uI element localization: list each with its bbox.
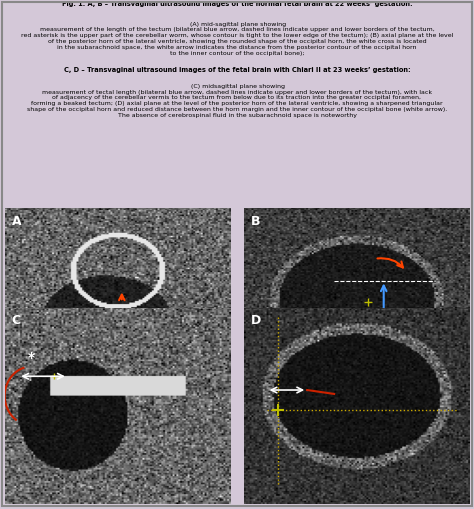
Text: *: * <box>28 350 36 364</box>
Text: (C) midsagittal plane showing
measurement of tectal length (bilateral blue arrow: (C) midsagittal plane showing measuremen… <box>27 83 447 118</box>
Text: C, D – Transvaginal ultrasound images of the fetal brain with Chiari II at 23 we: C, D – Transvaginal ultrasound images of… <box>64 67 410 73</box>
Text: Fig. 1. A, B – Transvaginal ultrasound images of the normal fetal brain at 22 we: Fig. 1. A, B – Transvaginal ultrasound i… <box>62 1 412 7</box>
Text: D: D <box>251 314 261 327</box>
Text: A: A <box>11 214 21 227</box>
Text: (A) mid-sagittal plane showing
measurement of the length of the tectum (bilatera: (A) mid-sagittal plane showing measureme… <box>21 21 453 55</box>
Text: C: C <box>11 314 21 327</box>
Text: B: B <box>251 214 260 227</box>
